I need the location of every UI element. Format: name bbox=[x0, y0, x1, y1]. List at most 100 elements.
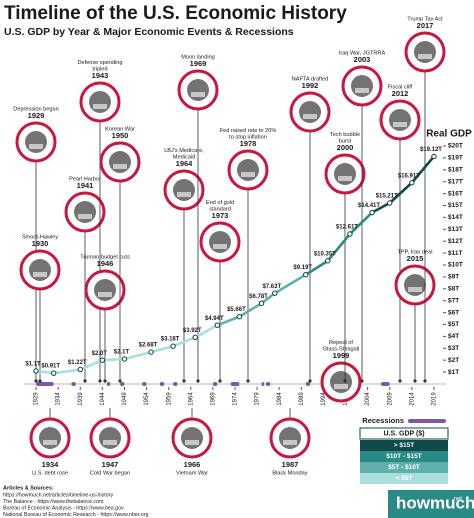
y-tick-label: $12T bbox=[448, 238, 463, 245]
event-label: LBJ's Medicare, bbox=[164, 148, 204, 154]
event-pin bbox=[308, 379, 312, 383]
event-icon bbox=[173, 179, 195, 201]
y-tick-label: $16T bbox=[448, 190, 463, 197]
source-line: National Bureau of Economic Research - h… bbox=[3, 512, 148, 518]
x-tick-label: 1934 bbox=[56, 392, 62, 406]
recessions-label: Recessions bbox=[362, 416, 404, 425]
event-icon-detail bbox=[98, 292, 112, 297]
y-tick-label: $13T bbox=[448, 226, 463, 233]
data-label: $5.66T bbox=[227, 307, 246, 313]
event-icon-detail bbox=[29, 144, 43, 149]
event-label: tripled bbox=[92, 66, 107, 72]
y-tick-label: $18T bbox=[448, 167, 463, 174]
event-label: Depression began bbox=[13, 106, 58, 112]
event-year: 1969 bbox=[190, 59, 207, 68]
data-point bbox=[431, 153, 437, 160]
event-icon bbox=[299, 101, 321, 123]
y-tick-label: $1T bbox=[448, 369, 459, 376]
event-year: 1999 bbox=[333, 351, 350, 360]
x-tick-label: 2004 bbox=[365, 392, 371, 406]
event-pin bbox=[218, 379, 222, 383]
x-tick-label: 1949 bbox=[122, 392, 128, 406]
recession-bar bbox=[36, 382, 54, 386]
data-point bbox=[214, 322, 221, 328]
event-year: 1978 bbox=[240, 139, 257, 148]
event: 1978 Fed raised rate to 20%to stop inflat… bbox=[220, 128, 276, 383]
y-tick-label: $15T bbox=[448, 202, 463, 209]
event-year: 1964 bbox=[176, 159, 194, 168]
y-axis-label: Real GDP bbox=[426, 129, 472, 140]
data-label: $15.21T bbox=[376, 194, 398, 200]
y-tick-label: $7T bbox=[448, 297, 459, 304]
event-icon-detail bbox=[393, 122, 407, 127]
event-icon-detail bbox=[113, 164, 127, 169]
data-label: $7.63T bbox=[262, 284, 281, 290]
x-tick-label: 1959 bbox=[166, 392, 172, 406]
event-icon-detail bbox=[283, 440, 297, 445]
y-tick-label: $11T bbox=[448, 250, 462, 257]
event-year: 1930 bbox=[32, 239, 49, 248]
event-label: Truman budget cuts bbox=[80, 254, 130, 260]
event-icon bbox=[187, 79, 209, 101]
event-year: 1941 bbox=[77, 181, 94, 190]
event-year: 2000 bbox=[337, 143, 354, 152]
event-year: 2012 bbox=[392, 89, 409, 98]
legend-swatch bbox=[360, 462, 448, 473]
data-point bbox=[409, 180, 415, 186]
x-tick-label: 1979 bbox=[255, 392, 261, 406]
data-label: $19.12T bbox=[420, 147, 442, 153]
event-label: Smoot-Hawley bbox=[22, 234, 59, 240]
event-pin bbox=[38, 379, 42, 383]
event-label: End of gold bbox=[206, 200, 234, 206]
event-label: Trump Tax Act bbox=[407, 16, 443, 22]
data-label: $12.61T bbox=[336, 225, 358, 231]
data-label: $0.91T bbox=[41, 364, 60, 370]
x-tick-label: 1989 bbox=[299, 392, 305, 406]
recession-bar bbox=[106, 382, 111, 386]
recession-bar bbox=[212, 382, 218, 386]
data-label: $9.19T bbox=[293, 265, 312, 271]
data-point bbox=[272, 290, 278, 296]
source-line: Bureau of Economic Analysis - https://ww… bbox=[3, 505, 124, 511]
line-segment bbox=[238, 302, 263, 318]
event-icon bbox=[94, 279, 116, 301]
data-label: $10.35T bbox=[314, 251, 336, 257]
line-segment bbox=[123, 350, 153, 361]
event-label: Iraq War, JGTRRA bbox=[339, 50, 386, 56]
event-icon-detail bbox=[33, 272, 47, 277]
line-segment bbox=[34, 369, 56, 375]
data-point bbox=[192, 334, 198, 341]
line-segment bbox=[348, 211, 374, 236]
line-segment bbox=[149, 344, 175, 354]
event-pin bbox=[360, 379, 364, 383]
event-year: 1973 bbox=[212, 211, 229, 220]
y-tick-label: $20T bbox=[448, 143, 463, 150]
event-label: Black Monday bbox=[272, 470, 307, 476]
event-year: 2003 bbox=[354, 55, 371, 64]
line-segment bbox=[193, 323, 219, 339]
x-tick-label: 1929 bbox=[34, 392, 40, 406]
event-pin bbox=[118, 379, 122, 383]
legend-label: < $5T bbox=[396, 475, 413, 482]
data-label: $3.18T bbox=[161, 337, 180, 343]
data-point bbox=[303, 271, 309, 278]
event-icon-detail bbox=[408, 287, 422, 292]
line-segment bbox=[273, 273, 308, 295]
line-segment bbox=[78, 358, 104, 371]
y-tick-label: $2T bbox=[448, 357, 459, 364]
brand: howmuch .net bbox=[388, 490, 474, 518]
event-year: 1950 bbox=[112, 131, 129, 140]
y-tick-label: $8T bbox=[448, 286, 459, 293]
event-label: Tech bubble bbox=[330, 132, 360, 138]
data-label: $3.92T bbox=[183, 328, 202, 334]
brand-box bbox=[388, 490, 474, 518]
event-icon bbox=[74, 201, 96, 223]
